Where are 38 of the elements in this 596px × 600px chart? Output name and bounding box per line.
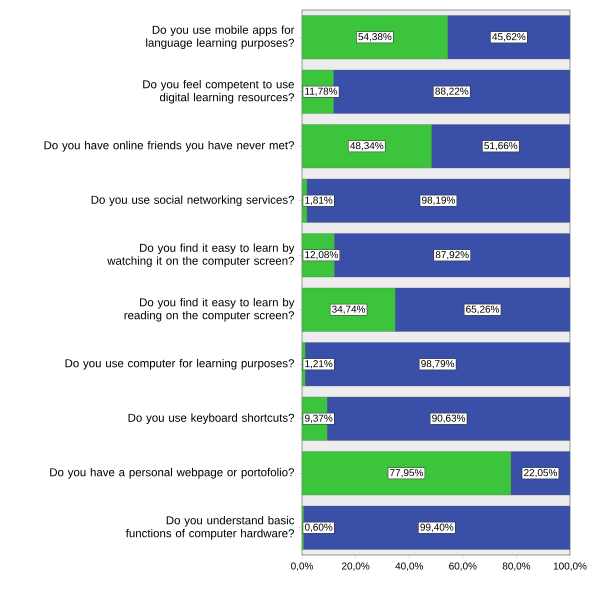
data-label: 65,26%	[466, 306, 500, 314]
x-tick-label: 100,0%	[554, 562, 587, 571]
x-tick-label: 40,0%	[395, 562, 423, 571]
data-label: 99,40%	[420, 524, 454, 532]
x-tick-label: 60,0%	[449, 562, 477, 571]
y-tick-label: Do you have online friends you have never met?	[44, 140, 294, 152]
data-label: 48,34%	[350, 142, 384, 150]
data-label: 12,08%	[305, 251, 338, 260]
data-label: 98,79%	[421, 360, 454, 368]
data-label: 90,63%	[432, 414, 466, 423]
y-tick-label: Do you have a personal webpage or portofolio?	[50, 468, 294, 479]
data-label: 88,22%	[435, 88, 468, 96]
x-tick-label: 80,0%	[502, 562, 530, 571]
y-tick-label: Do you find it easy to learn by watching it on the computer screen?	[107, 243, 294, 268]
y-tick-label: Do you use mobile apps for language learning purposes?	[146, 25, 294, 50]
data-label: 22,05%	[524, 469, 558, 478]
y-tick-label: Do you find it easy to learn by reading on the computer screen?	[124, 298, 294, 322]
y-tick-label: Do you use computer for learning purposes?	[66, 358, 294, 370]
data-label: 87,92%	[436, 251, 469, 260]
data-label: 9,37%	[304, 414, 332, 423]
bar	[305, 342, 570, 386]
y-tick-label: Do you use social networking services?	[92, 195, 294, 206]
x-tick-label: 20,0%	[342, 562, 370, 571]
bar	[303, 506, 570, 550]
data-label: 98,19%	[422, 196, 455, 205]
x-tick-label: 0,0%	[291, 562, 314, 571]
data-label: 1,21%	[305, 360, 332, 368]
data-label: 54,38%	[358, 33, 392, 42]
y-tick-label: Do you feel competent to use digital learning resources?	[143, 80, 294, 104]
data-label: 34,74%	[332, 306, 366, 314]
data-label: 51,66%	[484, 142, 518, 150]
data-label: 11,78%	[305, 88, 338, 96]
data-label: 45,62%	[492, 33, 526, 42]
data-label: 1,81%	[305, 196, 332, 205]
data-label: 0,60%	[304, 524, 332, 532]
data-label: 77,95%	[390, 469, 424, 478]
y-tick-label: Do you use keyboard shortcuts?	[128, 413, 294, 424]
y-tick-label: Do you understand basic functions of computer hardware?	[126, 516, 294, 540]
